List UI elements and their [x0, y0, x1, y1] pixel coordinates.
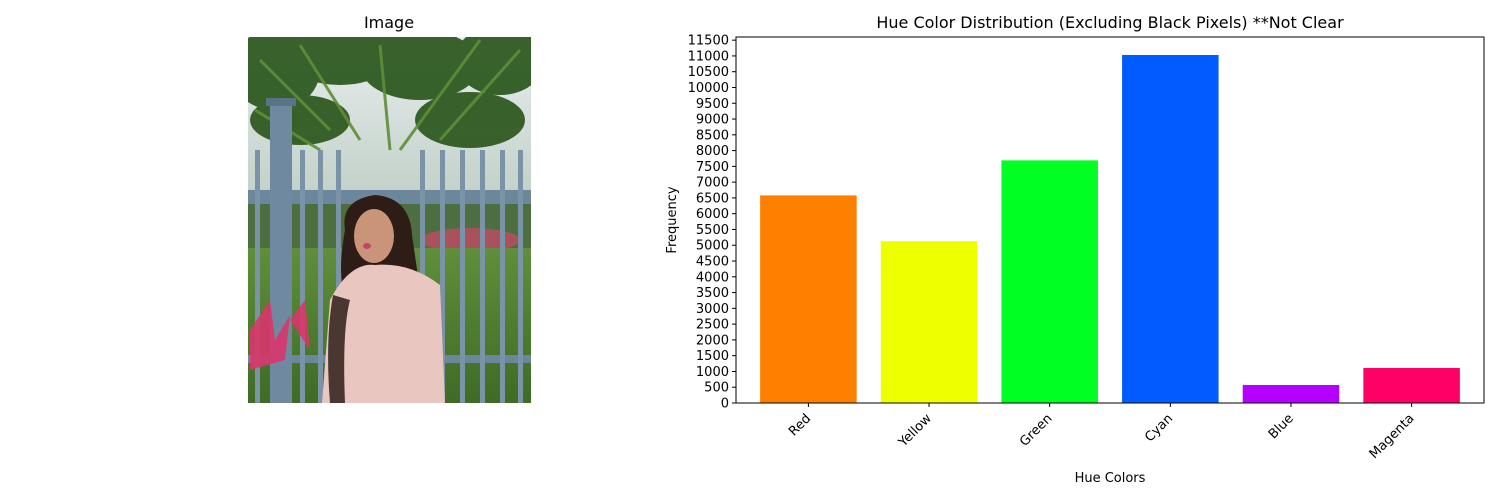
y-tick-label: 10500	[688, 65, 729, 80]
x-axis-label: Hue Colors	[1075, 471, 1146, 486]
x-tick-label: Blue	[1266, 411, 1297, 442]
bar-cyan	[1122, 54, 1219, 403]
bar-blue	[1242, 385, 1340, 403]
y-tick-label: 4500	[696, 255, 729, 270]
y-tick-label: 10000	[688, 81, 729, 96]
bar-magenta	[1363, 367, 1460, 403]
y-tick-label: 7500	[696, 160, 729, 175]
y-tick-label: 500	[704, 381, 729, 396]
plot-frame	[735, 36, 1485, 404]
image-panel: Image	[248, 13, 531, 403]
y-tick-label: 11000	[688, 49, 729, 64]
y-tick-label: 4000	[696, 270, 729, 285]
chart-title: Hue Color Distribution (Excluding Black …	[876, 13, 1344, 32]
y-tick-label: 8000	[696, 144, 729, 159]
image-panel-title: Image	[364, 13, 414, 32]
y-tick-label: 2000	[696, 333, 729, 348]
y-tick-label: 3500	[696, 286, 729, 301]
y-tick-label: 6500	[696, 191, 729, 206]
bar-yellow	[880, 241, 978, 403]
y-tick-label: 8500	[696, 128, 729, 143]
y-tick-label: 11500	[688, 34, 729, 49]
y-tick-label: 6000	[696, 207, 729, 222]
y-tick-label: 1500	[696, 349, 729, 364]
chart: Hue Color Distribution (Excluding Black …	[665, 13, 1485, 486]
x-axis-ticks: Red Yellow Green Cyan Blue Magenta	[786, 403, 1417, 462]
y-tick-label: 7000	[696, 176, 729, 191]
y-tick-label: 2500	[696, 318, 729, 333]
y-axis-ticks: 0500100015002000250030003500400045005000…	[688, 34, 736, 412]
y-tick-label: 9000	[696, 113, 729, 128]
photo	[248, 37, 531, 403]
y-tick-label: 0	[721, 397, 729, 412]
y-tick-label: 3000	[696, 302, 729, 317]
x-tick-label: Green	[1017, 411, 1055, 449]
bar-green	[1001, 160, 1098, 403]
x-tick-label: Red	[786, 411, 814, 439]
y-tick-label: 1000	[696, 365, 729, 380]
x-tick-label: Yellow	[895, 411, 935, 451]
x-tick-label: Cyan	[1142, 411, 1176, 445]
y-tick-label: 5000	[696, 239, 729, 254]
y-axis-label: Frequency	[665, 186, 680, 253]
y-tick-label: 5500	[696, 223, 729, 238]
x-tick-label: Magenta	[1367, 411, 1418, 462]
bars	[760, 54, 1460, 403]
y-tick-label: 9500	[696, 97, 729, 112]
bar-red	[760, 195, 857, 403]
